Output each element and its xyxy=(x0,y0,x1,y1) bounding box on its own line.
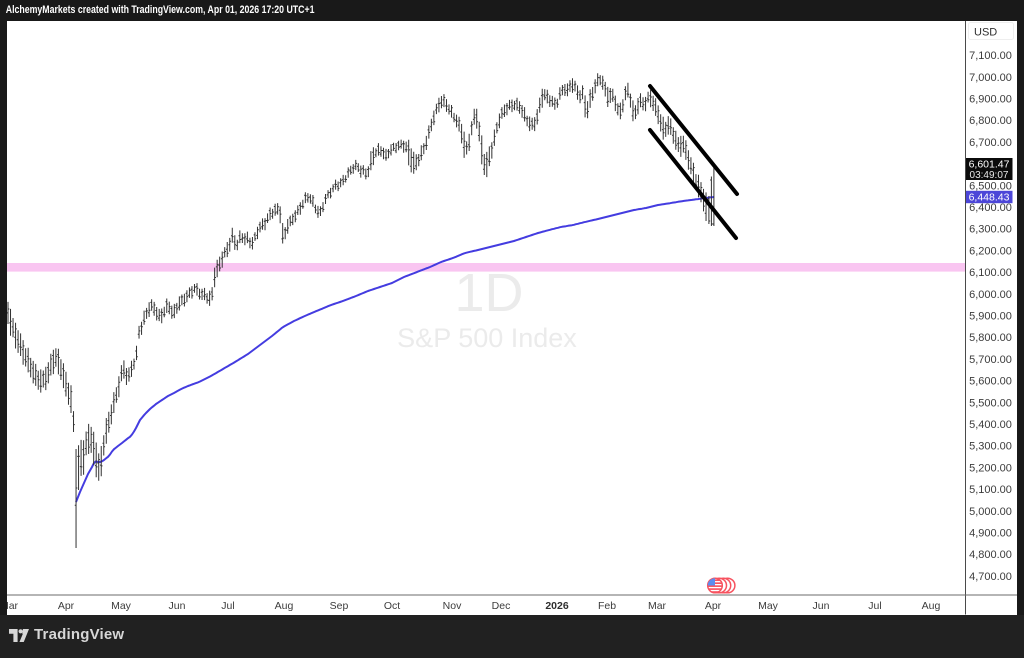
svg-text:Nov: Nov xyxy=(443,600,462,612)
svg-text:S&P 500 Index: S&P 500 Index xyxy=(397,323,577,353)
svg-text:Jun: Jun xyxy=(169,600,186,612)
svg-text:6,500.00: 6,500.00 xyxy=(969,180,1012,192)
svg-text:6,000.00: 6,000.00 xyxy=(969,289,1012,301)
svg-text:5,300.00: 5,300.00 xyxy=(969,441,1012,453)
svg-text:6,200.00: 6,200.00 xyxy=(969,245,1012,257)
svg-text:4,900.00: 4,900.00 xyxy=(969,528,1012,540)
svg-text:6,900.00: 6,900.00 xyxy=(969,94,1012,106)
svg-text:6,400.00: 6,400.00 xyxy=(969,202,1012,214)
svg-text:Aug: Aug xyxy=(922,600,941,612)
svg-text:May: May xyxy=(111,600,132,612)
svg-text:7,100.00: 7,100.00 xyxy=(969,50,1012,62)
svg-text:6,700.00: 6,700.00 xyxy=(969,137,1012,149)
svg-text:6,100.00: 6,100.00 xyxy=(969,267,1012,279)
svg-text:5,100.00: 5,100.00 xyxy=(969,484,1012,496)
svg-text:6,800.00: 6,800.00 xyxy=(969,115,1012,127)
svg-text:6,300.00: 6,300.00 xyxy=(969,224,1012,236)
svg-text:5,700.00: 5,700.00 xyxy=(969,354,1012,366)
svg-text:5,600.00: 5,600.00 xyxy=(969,376,1012,388)
svg-text:2026: 2026 xyxy=(545,600,569,612)
svg-text:Mar: Mar xyxy=(648,600,667,612)
svg-text:Sep: Sep xyxy=(330,600,349,612)
svg-text:USD: USD xyxy=(974,27,997,39)
svg-text:03:49:07: 03:49:07 xyxy=(970,170,1009,181)
svg-text:5,000.00: 5,000.00 xyxy=(969,506,1012,518)
svg-text:5,400.00: 5,400.00 xyxy=(969,419,1012,431)
svg-text:Feb: Feb xyxy=(598,600,616,612)
svg-text:5,900.00: 5,900.00 xyxy=(969,311,1012,323)
svg-text:Jun: Jun xyxy=(813,600,830,612)
svg-text:Dec: Dec xyxy=(492,600,511,612)
svg-text:4,700.00: 4,700.00 xyxy=(969,571,1012,583)
svg-text:5,500.00: 5,500.00 xyxy=(969,397,1012,409)
svg-text:Mar: Mar xyxy=(7,600,19,612)
svg-text:7,000.00: 7,000.00 xyxy=(969,72,1012,84)
svg-text:Apr: Apr xyxy=(58,600,75,612)
svg-text:Oct: Oct xyxy=(384,600,400,612)
svg-text:Aug: Aug xyxy=(275,600,294,612)
svg-text:Jul: Jul xyxy=(868,600,881,612)
svg-text:May: May xyxy=(758,600,779,612)
svg-text:Jul: Jul xyxy=(221,600,234,612)
svg-text:Apr: Apr xyxy=(705,600,722,612)
svg-text:1D: 1D xyxy=(454,263,523,323)
svg-text:6,448.43: 6,448.43 xyxy=(969,192,1010,204)
svg-text:5,800.00: 5,800.00 xyxy=(969,332,1012,344)
svg-text:6,601.47: 6,601.47 xyxy=(969,159,1010,171)
svg-text:4,800.00: 4,800.00 xyxy=(969,549,1012,561)
svg-text:5,200.00: 5,200.00 xyxy=(969,462,1012,474)
